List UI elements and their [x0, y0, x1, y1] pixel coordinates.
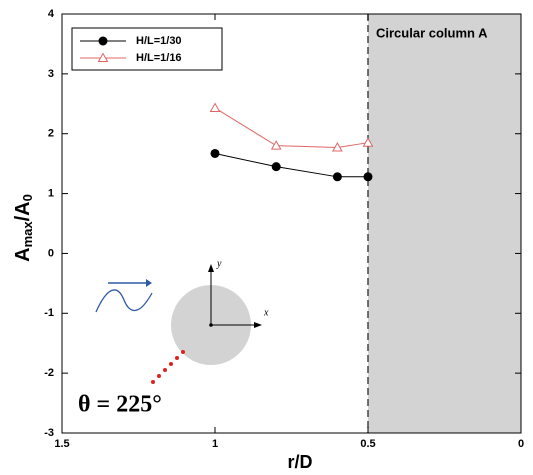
y-label-part: 0 — [20, 194, 35, 201]
x-tick-label: 1.5 — [54, 438, 69, 450]
y-tick-label: -1 — [44, 307, 54, 319]
legend-box — [71, 27, 223, 71]
y-tick-label: 1 — [48, 187, 54, 199]
series-line — [214, 152, 368, 178]
inset-arrow — [208, 264, 214, 272]
x-tick-label: 0 — [518, 438, 524, 450]
point — [210, 148, 220, 158]
axes-frame — [61, 13, 522, 434]
point — [209, 102, 221, 112]
point — [270, 140, 282, 150]
inset: y x θ = 225° — [78, 258, 269, 417]
direction-dots — [151, 350, 185, 384]
point — [332, 141, 343, 152]
point — [362, 137, 374, 147]
wave — [95, 289, 153, 313]
point — [332, 172, 342, 182]
y-axis-label: Amax/A0 — [12, 194, 35, 262]
y-tick-label: -3 — [44, 427, 54, 439]
flow-arrow-head — [146, 279, 152, 287]
shaded-region — [368, 14, 521, 433]
y-tick-label: 0 — [48, 247, 54, 259]
legend-marker — [97, 52, 109, 62]
angle-label: θ = 225° — [78, 392, 162, 418]
region-label: Circular column A — [376, 25, 488, 40]
series-line — [214, 107, 369, 148]
legend-marker — [98, 36, 108, 46]
inset-arrow — [254, 322, 262, 328]
y-tick-label: 4 — [48, 8, 55, 20]
y-tick-label: 2 — [48, 128, 54, 140]
y-label-part: /A — [12, 201, 34, 221]
x-axis-label: r/D — [287, 452, 312, 472]
point — [271, 162, 281, 172]
plot-area: Circular column A 1.5 1 0.5 0 -3 -2 -1 0 1 2 3 4 H/L=… — [44, 8, 524, 450]
y-label-part: A — [12, 247, 34, 261]
legend-label: H/L=1/30 — [136, 35, 182, 47]
point — [363, 172, 373, 182]
inset-origin — [209, 323, 213, 327]
inset-x-label: x — [263, 307, 269, 318]
y-tick-label: 3 — [48, 68, 54, 80]
inset-y-label: y — [216, 258, 222, 269]
x-tick-label: 0.5 — [360, 438, 375, 450]
y-tick-label: -2 — [44, 367, 54, 379]
x-tick-label: 1 — [212, 438, 218, 450]
legend-label: H/L=1/16 — [136, 52, 182, 64]
legend: H/L=1/30 H/L=1/16 — [71, 27, 223, 71]
y-label-part: max — [20, 221, 35, 248]
